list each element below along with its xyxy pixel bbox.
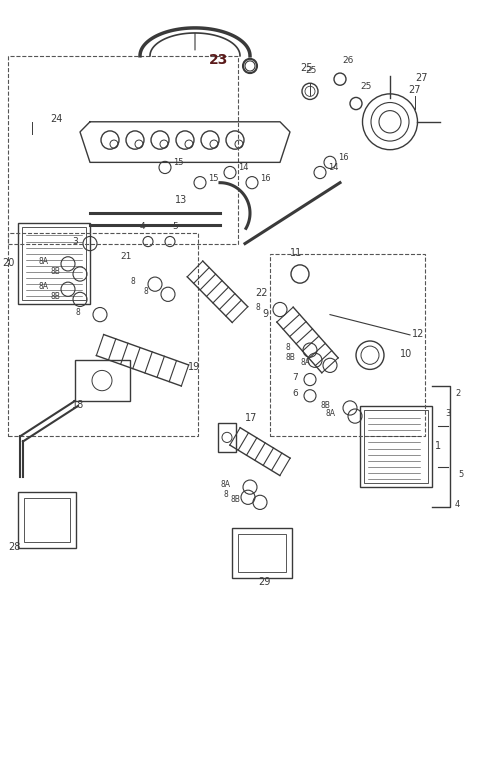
Text: 22: 22 bbox=[255, 288, 267, 298]
Text: 27: 27 bbox=[415, 73, 428, 83]
Text: 8: 8 bbox=[255, 303, 260, 312]
Text: 8B: 8B bbox=[50, 267, 60, 276]
Text: 4: 4 bbox=[455, 501, 460, 509]
Text: 8B: 8B bbox=[230, 495, 240, 505]
Text: 24: 24 bbox=[50, 114, 62, 124]
Text: powered by PartsLinker.com: powered by PartsLinker.com bbox=[345, 753, 482, 763]
Text: 8B: 8B bbox=[50, 293, 60, 301]
Text: 9: 9 bbox=[262, 309, 268, 319]
Text: 13: 13 bbox=[175, 195, 187, 205]
Text: 5: 5 bbox=[458, 470, 463, 479]
Text: 16: 16 bbox=[338, 154, 348, 162]
Text: 8A: 8A bbox=[325, 409, 335, 418]
Text: 27: 27 bbox=[408, 85, 420, 95]
Text: 8A: 8A bbox=[38, 282, 48, 291]
Bar bbox=[22, 227, 86, 300]
Text: 8: 8 bbox=[130, 277, 135, 286]
Text: 8: 8 bbox=[75, 308, 80, 316]
Text: 19: 19 bbox=[188, 362, 200, 372]
Text: 1: 1 bbox=[435, 441, 441, 451]
Text: 16: 16 bbox=[260, 174, 271, 183]
Text: 25: 25 bbox=[360, 82, 371, 91]
Bar bbox=[18, 492, 76, 548]
Text: 28: 28 bbox=[8, 542, 20, 552]
Text: 5: 5 bbox=[172, 223, 178, 231]
Text: 26: 26 bbox=[342, 56, 353, 65]
Bar bbox=[8, 233, 198, 436]
Text: 25: 25 bbox=[300, 63, 312, 73]
Text: 23: 23 bbox=[209, 52, 228, 67]
Text: 25: 25 bbox=[305, 66, 316, 75]
Text: 18: 18 bbox=[72, 400, 84, 410]
Bar bbox=[270, 253, 425, 436]
Text: 17: 17 bbox=[245, 413, 258, 423]
Text: 8: 8 bbox=[143, 287, 148, 296]
Bar bbox=[232, 528, 292, 578]
Text: 15: 15 bbox=[173, 158, 184, 167]
Text: 8: 8 bbox=[285, 343, 290, 352]
Text: 8A: 8A bbox=[300, 359, 310, 367]
Text: 8B: 8B bbox=[285, 353, 295, 362]
Text: 7: 7 bbox=[292, 372, 298, 382]
Text: 14: 14 bbox=[238, 164, 248, 173]
Text: 11: 11 bbox=[290, 248, 302, 258]
Bar bbox=[18, 223, 90, 304]
Bar bbox=[75, 360, 130, 401]
Text: 8B: 8B bbox=[320, 401, 330, 410]
Bar bbox=[360, 406, 432, 487]
Text: 3: 3 bbox=[445, 409, 451, 418]
Text: 14: 14 bbox=[328, 164, 339, 173]
Text: 21: 21 bbox=[120, 252, 131, 261]
Text: 2: 2 bbox=[455, 389, 460, 398]
Text: 15: 15 bbox=[208, 174, 219, 183]
Text: 8A: 8A bbox=[38, 257, 48, 266]
Text: 3: 3 bbox=[72, 237, 78, 246]
Bar bbox=[238, 534, 286, 572]
Text: 20: 20 bbox=[2, 258, 14, 268]
Bar bbox=[364, 410, 428, 483]
Text: 8A: 8A bbox=[220, 480, 230, 489]
Text: 8: 8 bbox=[223, 490, 228, 499]
Text: 29: 29 bbox=[258, 577, 270, 587]
Text: 6: 6 bbox=[292, 389, 298, 398]
Bar bbox=[24, 498, 70, 542]
Bar bbox=[8, 56, 238, 243]
Text: 4: 4 bbox=[140, 223, 146, 231]
Text: 10: 10 bbox=[400, 349, 412, 359]
Bar bbox=[218, 423, 236, 452]
Text: VAG - 059145731M    N - 23: VAG - 059145731M N - 23 bbox=[118, 727, 368, 745]
Text: 12: 12 bbox=[412, 329, 424, 339]
